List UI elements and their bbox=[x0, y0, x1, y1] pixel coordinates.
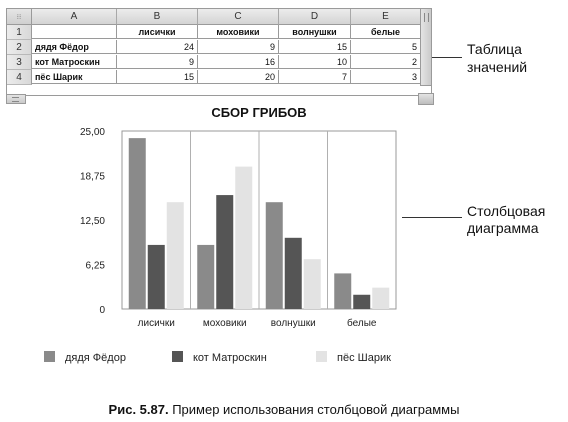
table-cell[interactable]: 16 bbox=[198, 55, 279, 69]
x-tick-label: лисички bbox=[138, 318, 175, 329]
bar bbox=[197, 244, 215, 309]
table-cell[interactable]: 15 bbox=[279, 40, 351, 54]
bar bbox=[265, 202, 283, 309]
bar bbox=[235, 166, 253, 309]
table-callout-line2: значений bbox=[467, 59, 528, 75]
table-cell[interactable]: 15 bbox=[117, 70, 198, 84]
figure-caption-text: Пример использования столбцовой диаграмм… bbox=[168, 402, 460, 417]
bar bbox=[372, 287, 390, 309]
y-tick-label: 25,00 bbox=[80, 127, 105, 138]
table-cell[interactable]: волнушки bbox=[279, 25, 351, 39]
row-header-3[interactable]: 3 bbox=[7, 55, 32, 70]
x-tick-label: волнушки bbox=[271, 318, 316, 329]
chart-callout-line2: диаграмма bbox=[467, 220, 539, 236]
table-cell[interactable]: дядя Фёдор bbox=[32, 40, 117, 54]
y-tick-label: 12,50 bbox=[80, 216, 105, 227]
table-cell[interactable] bbox=[32, 25, 117, 39]
grip-icon bbox=[12, 97, 19, 102]
table-callout-line1: Таблица bbox=[467, 41, 522, 57]
table-cell[interactable]: кот Матроскин bbox=[32, 55, 117, 69]
chart-callout-line1: Столбцовая bbox=[467, 203, 546, 219]
bar bbox=[303, 259, 321, 309]
table-cell[interactable]: 9 bbox=[117, 55, 198, 69]
y-tick-label: 0 bbox=[99, 305, 105, 316]
legend-label: дядя Фёдор bbox=[65, 352, 126, 364]
bar bbox=[128, 138, 146, 309]
chart-title: СБОР ГРИБОВ bbox=[211, 105, 306, 120]
table-cell[interactable]: моховики bbox=[198, 25, 279, 39]
column-header-a[interactable]: A bbox=[32, 9, 117, 25]
row-header-1[interactable]: 1 bbox=[7, 25, 32, 40]
legend-label: пёс Шарик bbox=[337, 352, 391, 364]
bar bbox=[216, 195, 234, 309]
legend-swatch bbox=[172, 351, 183, 362]
table-cell[interactable]: 20 bbox=[198, 70, 279, 84]
legend-swatch bbox=[316, 351, 327, 362]
table-cell[interactable]: пёс Шарик bbox=[32, 70, 117, 84]
chart-callout-line bbox=[402, 217, 462, 218]
table-cell[interactable]: 9 bbox=[198, 40, 279, 54]
bar bbox=[166, 202, 184, 309]
row-header-2[interactable]: 2 bbox=[7, 40, 32, 55]
column-header-c[interactable]: C bbox=[198, 9, 279, 25]
table-callout-line bbox=[432, 57, 462, 58]
resize-handle[interactable] bbox=[418, 93, 434, 105]
vertical-scroll-handle[interactable] bbox=[420, 8, 432, 86]
select-all-corner[interactable]: ⁝⁝ bbox=[7, 9, 32, 25]
bar bbox=[147, 244, 165, 309]
x-tick-label: моховики bbox=[203, 318, 247, 329]
row-header-4[interactable]: 4 bbox=[7, 70, 32, 85]
x-tick-label: белые bbox=[347, 317, 377, 329]
values-table: ⁝⁝ A B C D E 1 2 3 4 лисички моховики во… bbox=[6, 8, 434, 105]
horizontal-scroll-handle[interactable] bbox=[6, 94, 26, 104]
bar bbox=[334, 273, 352, 309]
legend-swatch bbox=[44, 351, 55, 362]
figure-number: Рис. 5.87. bbox=[108, 402, 169, 417]
y-tick-label: 18,75 bbox=[80, 172, 105, 183]
bar bbox=[284, 237, 302, 309]
column-header-b[interactable]: B bbox=[117, 9, 198, 25]
legend-label: кот Матроскин bbox=[193, 352, 267, 364]
y-tick-label: 6,25 bbox=[86, 261, 106, 272]
figure-caption: Рис. 5.87. Пример использования столбцов… bbox=[0, 402, 568, 417]
table-cell[interactable]: лисички bbox=[117, 25, 198, 39]
bar bbox=[353, 294, 371, 309]
table-cell[interactable]: 24 bbox=[117, 40, 198, 54]
grip-icon bbox=[424, 13, 429, 22]
table-cell[interactable]: 7 bbox=[279, 70, 351, 84]
table-cell[interactable]: 10 bbox=[279, 55, 351, 69]
column-header-d[interactable]: D bbox=[279, 9, 351, 25]
